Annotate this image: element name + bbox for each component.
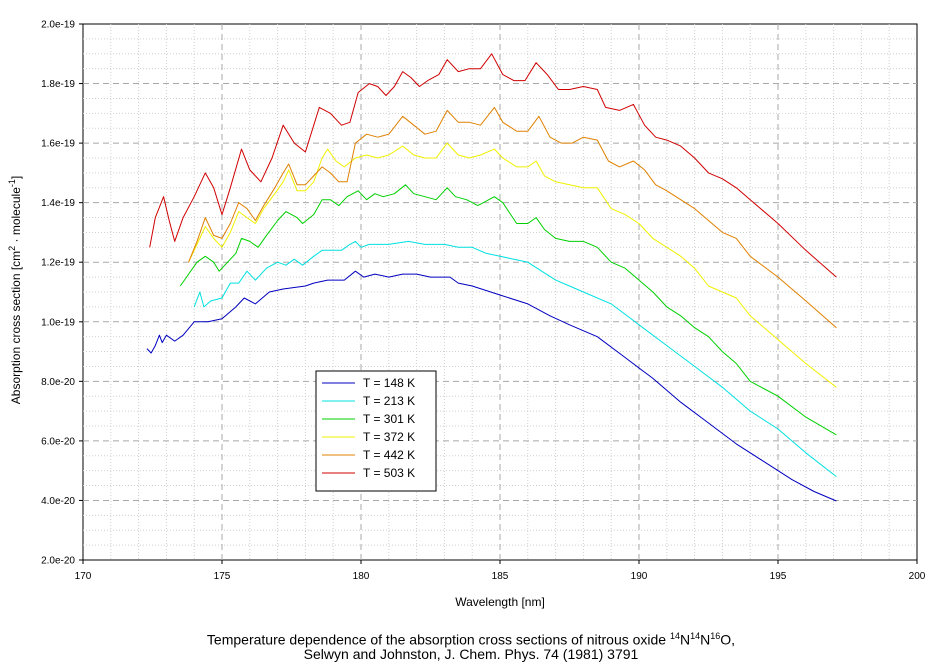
- y-tick-label: 1.4e-19: [41, 198, 75, 209]
- y-axis-ticks: 2.0e-20 4.0e-20 6.0e-20 8.0e-20 1.0e-19 1.2e-…: [41, 20, 83, 567]
- legend-label: T = 442 K: [363, 448, 415, 462]
- y-axis-title-part: Absorption cross section [cm: [9, 251, 23, 404]
- x-tick-label: 195: [770, 571, 787, 582]
- y-axis-title-sup: -1: [7, 179, 17, 187]
- x-tick-label: 180: [353, 571, 370, 582]
- caption-element: N: [700, 631, 711, 648]
- legend-box: [315, 370, 437, 492]
- x-axis-title: Wavelength [nm]: [455, 595, 545, 609]
- legend-label: T = 148 K: [363, 376, 415, 390]
- series-line: [179, 184, 837, 436]
- y-tick-label: 4.0e-20: [41, 496, 75, 507]
- y-tick-label: 1.2e-19: [41, 258, 75, 269]
- y-tick-label: 6.0e-20: [41, 436, 75, 447]
- legend-label: T = 372 K: [363, 430, 415, 444]
- legend: T = 148 K T = 213 K T = 301 K T = 372 K T = …: [315, 370, 437, 492]
- series-line: [149, 53, 837, 278]
- caption-isotope-2: 14: [690, 631, 701, 641]
- series-lines: [146, 53, 837, 502]
- caption-element: O,: [720, 631, 736, 648]
- grid: [83, 24, 917, 560]
- y-axis-title-part: · molecule: [9, 187, 23, 246]
- y-axis-title: Absorption cross section [cm2 · molecule…: [7, 176, 23, 404]
- x-tick-label: 175: [214, 571, 231, 582]
- x-axis-ticks: 170 175 180 185 190 195 200: [75, 560, 926, 582]
- legend-label: T = 213 K: [363, 394, 415, 408]
- y-tick-label: 8.0e-20: [41, 377, 75, 388]
- caption-text: Temperature dependence of the absorption…: [206, 631, 670, 648]
- x-tick-label: 200: [909, 571, 926, 582]
- x-tick-label: 190: [631, 571, 648, 582]
- series-line: [188, 142, 837, 388]
- series-line: [146, 270, 837, 502]
- y-axis-title-part: ]: [9, 176, 23, 179]
- y-axis-title-sup: 2: [7, 246, 17, 251]
- caption-isotope-1: 14: [669, 631, 680, 641]
- series-line: [193, 240, 837, 477]
- y-tick-label: 1.8e-19: [41, 79, 75, 90]
- legend-label: T = 503 K: [363, 466, 415, 480]
- y-tick-label: 2.0e-20: [41, 556, 75, 567]
- chart-caption-line1: Temperature dependence of the absorption…: [0, 628, 942, 649]
- legend-label: T = 301 K: [363, 412, 415, 426]
- x-tick-label: 185: [492, 571, 509, 582]
- chart-caption-line2: Selwyn and Johnston, J. Chem. Phys. 74 (…: [303, 646, 639, 662]
- legend-entries: T = 148 K T = 213 K T = 301 K T = 372 K T = …: [322, 376, 415, 480]
- caption-element: N: [680, 631, 691, 648]
- y-tick-label: 2.0e-19: [41, 20, 75, 31]
- y-tick-label: 1.6e-19: [41, 139, 75, 150]
- x-tick-label: 170: [75, 571, 92, 582]
- caption-isotope-3: 16: [710, 631, 721, 641]
- series-line: [188, 106, 837, 329]
- y-tick-label: 1.0e-19: [41, 317, 75, 328]
